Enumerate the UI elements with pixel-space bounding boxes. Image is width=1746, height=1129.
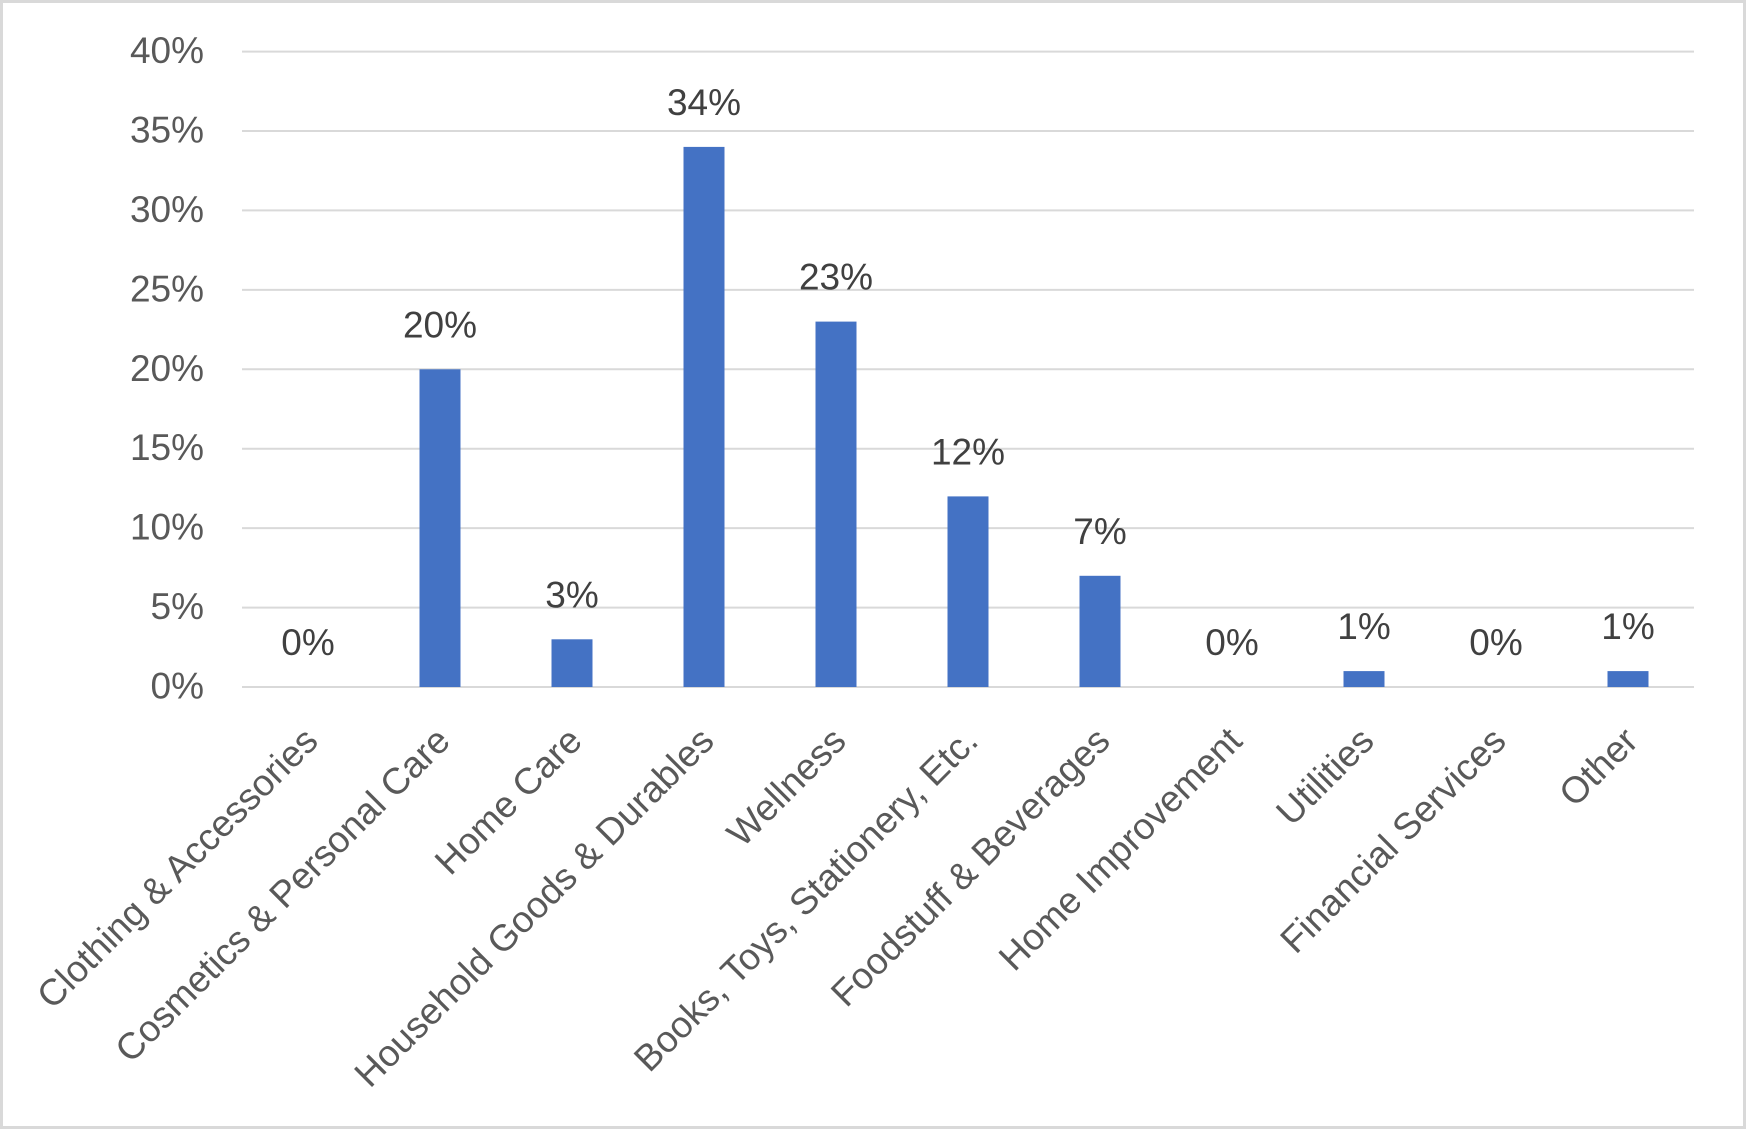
svg-text:0%: 0% (1469, 622, 1522, 663)
svg-text:20%: 20% (403, 304, 477, 345)
svg-text:40%: 40% (130, 30, 204, 71)
svg-text:12%: 12% (931, 431, 1005, 472)
svg-text:5%: 5% (151, 586, 204, 627)
svg-text:3%: 3% (545, 574, 598, 615)
svg-text:20%: 20% (130, 348, 204, 389)
svg-text:0%: 0% (1205, 622, 1258, 663)
svg-text:7%: 7% (1073, 511, 1126, 552)
svg-text:34%: 34% (667, 82, 741, 123)
svg-text:10%: 10% (130, 507, 204, 548)
svg-text:1%: 1% (1601, 606, 1654, 647)
svg-text:15%: 15% (130, 427, 204, 468)
svg-text:23%: 23% (799, 257, 873, 298)
svg-text:35%: 35% (130, 110, 204, 151)
svg-text:25%: 25% (130, 268, 204, 309)
svg-text:30%: 30% (130, 189, 204, 230)
svg-text:1%: 1% (1337, 606, 1390, 647)
svg-text:0%: 0% (151, 666, 204, 707)
svg-text:0%: 0% (281, 622, 334, 663)
